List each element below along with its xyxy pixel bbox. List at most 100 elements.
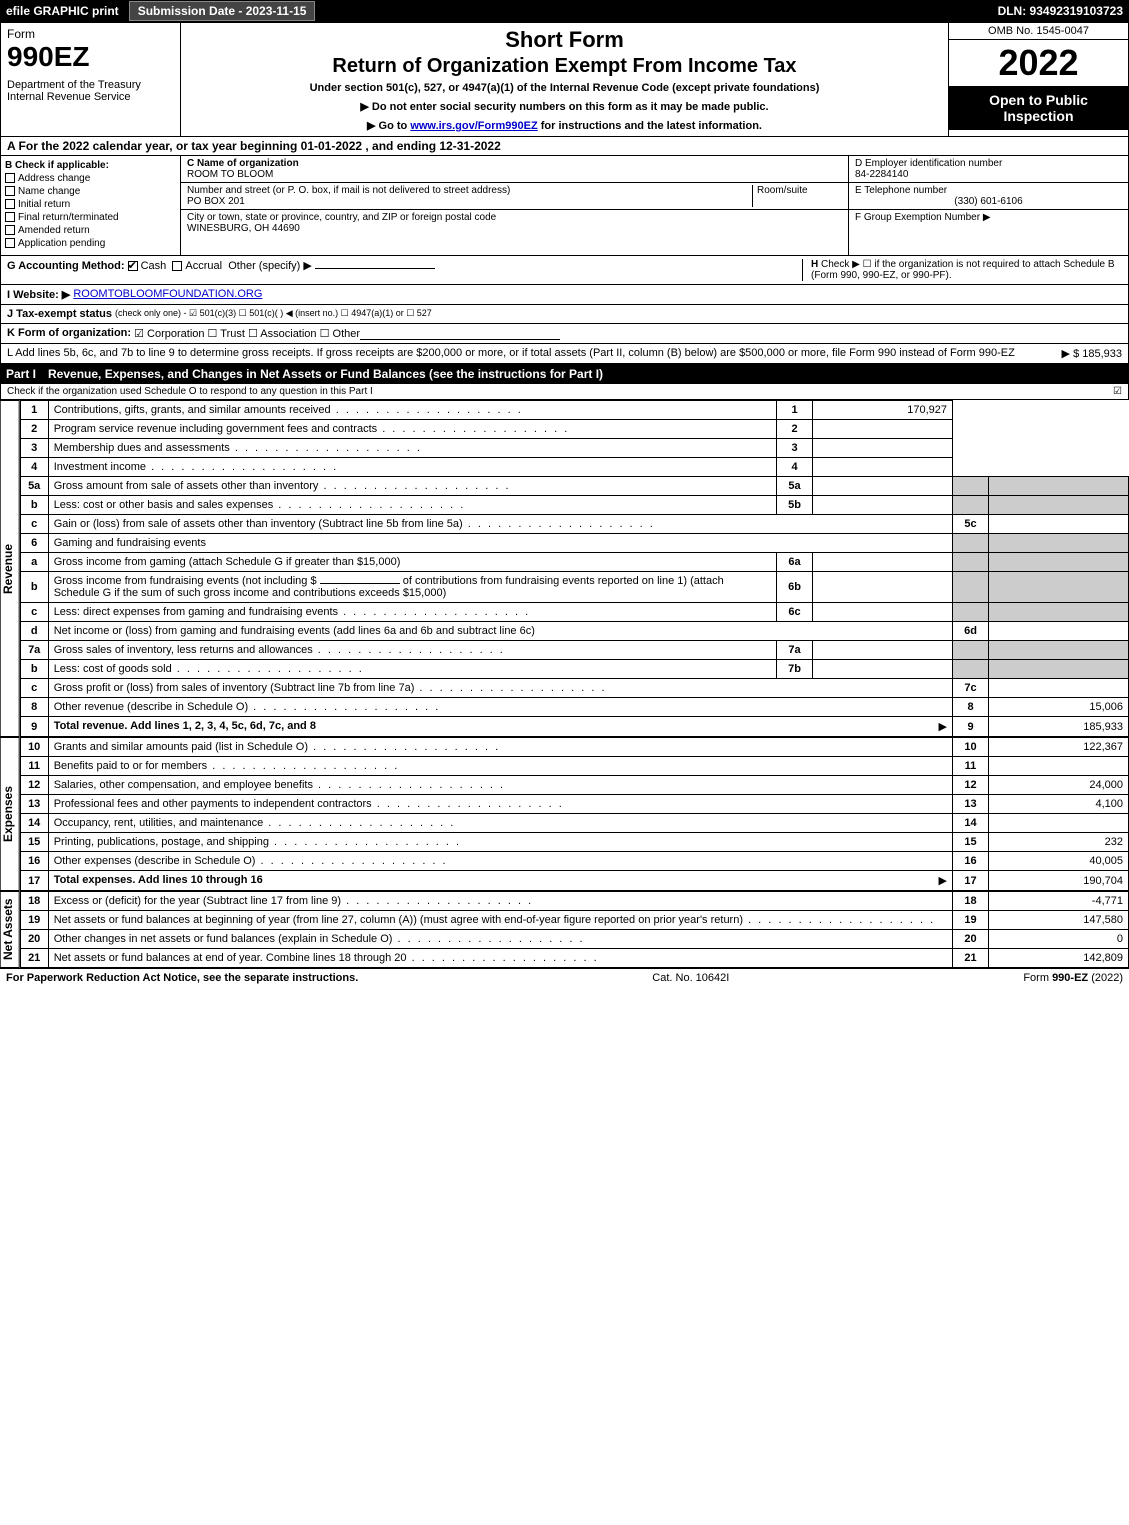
efile-label[interactable]: efile GRAPHIC print xyxy=(0,2,125,20)
line-2: 2Program service revenue including gover… xyxy=(20,420,1128,439)
check-amended-return[interactable]: Amended return xyxy=(5,225,176,236)
line-6b: bGross income from fundraising events (n… xyxy=(20,572,1128,603)
line-18: 18Excess or (deficit) for the year (Subt… xyxy=(20,892,1128,911)
section-c: C Name of organization ROOM TO BLOOM Num… xyxy=(181,156,848,255)
section-a: A For the 2022 calendar year, or tax yea… xyxy=(0,137,1129,156)
part-1-header: Part I Revenue, Expenses, and Changes in… xyxy=(0,364,1129,384)
line-19: 19Net assets or fund balances at beginni… xyxy=(20,911,1128,930)
group-exemption-label: F Group Exemption Number ▶ xyxy=(855,212,1122,223)
line-6a: aGross income from gaming (attach Schedu… xyxy=(20,553,1128,572)
line-7a: 7aGross sales of inventory, less returns… xyxy=(20,641,1128,660)
line-6: 6Gaming and fundraising events xyxy=(20,534,1128,553)
website-link[interactable]: ROOMTOBLOOMFOUNDATION.ORG xyxy=(73,288,262,301)
section-g: G Accounting Method: Cash Accrual Other … xyxy=(7,259,435,281)
addr-value: PO BOX 201 xyxy=(187,196,752,207)
header-right: OMB No. 1545-0047 2022 Open to Public In… xyxy=(948,23,1128,136)
section-b: B Check if applicable: Address change Na… xyxy=(1,156,181,255)
line-9: 9Total revenue. Add lines 1, 2, 3, 4, 5c… xyxy=(20,717,1128,737)
main-title: Return of Organization Exempt From Incom… xyxy=(187,55,942,78)
part-1-title: Revenue, Expenses, and Changes in Net As… xyxy=(48,367,603,381)
line-7b: bLess: cost of goods sold7b xyxy=(20,660,1128,679)
department-label: Department of the Treasury Internal Reve… xyxy=(7,79,174,103)
line-21: 21Net assets or fund balances at end of … xyxy=(20,949,1128,968)
ein-value: 84-2284140 xyxy=(855,169,1122,180)
instr2-suffix: for instructions and the latest informat… xyxy=(538,120,762,132)
check-if-applicable: Check if applicable: xyxy=(15,160,109,171)
irs-link[interactable]: www.irs.gov/Form990EZ xyxy=(410,120,537,132)
check-address-change[interactable]: Address change xyxy=(5,173,176,184)
line-6d: dNet income or (loss) from gaming and fu… xyxy=(20,622,1128,641)
check-initial-return[interactable]: Initial return xyxy=(5,199,176,210)
line-6c: cLess: direct expenses from gaming and f… xyxy=(20,603,1128,622)
form-number: 990EZ xyxy=(7,41,174,73)
check-application-pending[interactable]: Application pending xyxy=(5,238,176,249)
org-name-value: ROOM TO BLOOM xyxy=(187,169,842,180)
line-15: 15Printing, publications, postage, and s… xyxy=(20,833,1128,852)
schedule-o-check[interactable]: ☑ xyxy=(1113,386,1122,397)
check-name-change[interactable]: Name change xyxy=(5,186,176,197)
line-13: 13Professional fees and other payments t… xyxy=(20,795,1128,814)
netassets-vert-label: Net Assets xyxy=(0,891,20,968)
revenue-section: Revenue 1Contributions, gifts, grants, a… xyxy=(0,400,1129,737)
line-8: 8Other revenue (describe in Schedule O)8… xyxy=(20,698,1128,717)
line-12: 12Salaries, other compensation, and empl… xyxy=(20,776,1128,795)
submission-date: Submission Date - 2023-11-15 xyxy=(129,1,316,21)
header-left: Form 990EZ Department of the Treasury In… xyxy=(1,23,181,136)
line-16: 16Other expenses (describe in Schedule O… xyxy=(20,852,1128,871)
omb-number: OMB No. 1545-0047 xyxy=(949,23,1128,40)
line-17: 17Total expenses. Add lines 10 through 1… xyxy=(20,871,1128,891)
section-l: L Add lines 5b, 6c, and 7b to line 9 to … xyxy=(0,344,1129,364)
line-7c: cGross profit or (loss) from sales of in… xyxy=(20,679,1128,698)
section-h: H Check ▶ ☐ if the organization is not r… xyxy=(802,259,1122,281)
line-3: 3Membership dues and assessments3 xyxy=(20,439,1128,458)
org-name-label: C Name of organization xyxy=(187,158,842,169)
line-14: 14Occupancy, rent, utilities, and mainte… xyxy=(20,814,1128,833)
inspection-label: Open to Public Inspection xyxy=(949,86,1128,130)
part-1-label: Part I xyxy=(6,367,36,381)
check-accrual[interactable] xyxy=(172,261,182,271)
instr2-prefix: ▶ Go to xyxy=(367,120,410,132)
info-grid: B Check if applicable: Address change Na… xyxy=(0,156,1129,256)
line-5a: 5aGross amount from sale of assets other… xyxy=(20,477,1128,496)
revenue-vert-label: Revenue xyxy=(0,400,20,737)
revenue-table: 1Contributions, gifts, grants, and simil… xyxy=(20,400,1129,737)
instruction-2: ▶ Go to www.irs.gov/Form990EZ for instru… xyxy=(187,119,942,132)
form-label: Form xyxy=(7,27,174,41)
check-cash[interactable] xyxy=(128,261,138,271)
expenses-table: 10Grants and similar amounts paid (list … xyxy=(20,737,1129,891)
expenses-vert-label: Expenses xyxy=(0,737,20,891)
b-label: B xyxy=(5,160,12,171)
phone-label: E Telephone number xyxy=(855,185,1122,196)
phone-value: (330) 601-6106 xyxy=(855,196,1122,207)
line-4: 4Investment income4 xyxy=(20,458,1128,477)
line-5b: bLess: cost or other basis and sales exp… xyxy=(20,496,1128,515)
room-suite-label: Room/suite xyxy=(752,185,842,207)
section-k: K Form of organization: ☑ Corporation ☐ … xyxy=(0,324,1129,344)
netassets-table: 18Excess or (deficit) for the year (Subt… xyxy=(20,891,1129,968)
line-11: 11Benefits paid to or for members11 xyxy=(20,757,1128,776)
part-1-subtitle-row: Check if the organization used Schedule … xyxy=(0,384,1129,400)
header-center: Short Form Return of Organization Exempt… xyxy=(181,23,948,136)
subtitle: Under section 501(c), 527, or 4947(a)(1)… xyxy=(187,82,942,94)
short-form-title: Short Form xyxy=(187,27,942,53)
check-final-return[interactable]: Final return/terminated xyxy=(5,212,176,223)
form-header: Form 990EZ Department of the Treasury In… xyxy=(0,22,1129,137)
footer-right: Form 990-EZ (2022) xyxy=(1023,972,1123,984)
footer-left: For Paperwork Reduction Act Notice, see … xyxy=(6,972,358,984)
line-5c: cGain or (loss) from sale of assets othe… xyxy=(20,515,1128,534)
line-20: 20Other changes in net assets or fund ba… xyxy=(20,930,1128,949)
footer-catalog: Cat. No. 10642I xyxy=(652,972,729,984)
tax-year: 2022 xyxy=(949,40,1128,86)
addr-label: Number and street (or P. O. box, if mail… xyxy=(187,185,752,196)
dln-label: DLN: 93492319103723 xyxy=(992,2,1129,20)
line-1: 1Contributions, gifts, grants, and simil… xyxy=(20,401,1128,420)
expenses-section: Expenses 10Grants and similar amounts pa… xyxy=(0,737,1129,891)
section-j: J Tax-exempt status (check only one) - ☑… xyxy=(0,305,1129,324)
ein-label: D Employer identification number xyxy=(855,158,1122,169)
city-value: WINESBURG, OH 44690 xyxy=(187,223,842,234)
net-assets-section: Net Assets 18Excess or (deficit) for the… xyxy=(0,891,1129,968)
instruction-1: ▶ Do not enter social security numbers o… xyxy=(187,100,942,113)
section-i: I Website: ▶ ROOMTOBLOOMFOUNDATION.ORG xyxy=(0,285,1129,305)
line-10: 10Grants and similar amounts paid (list … xyxy=(20,738,1128,757)
city-label: City or town, state or province, country… xyxy=(187,212,842,223)
